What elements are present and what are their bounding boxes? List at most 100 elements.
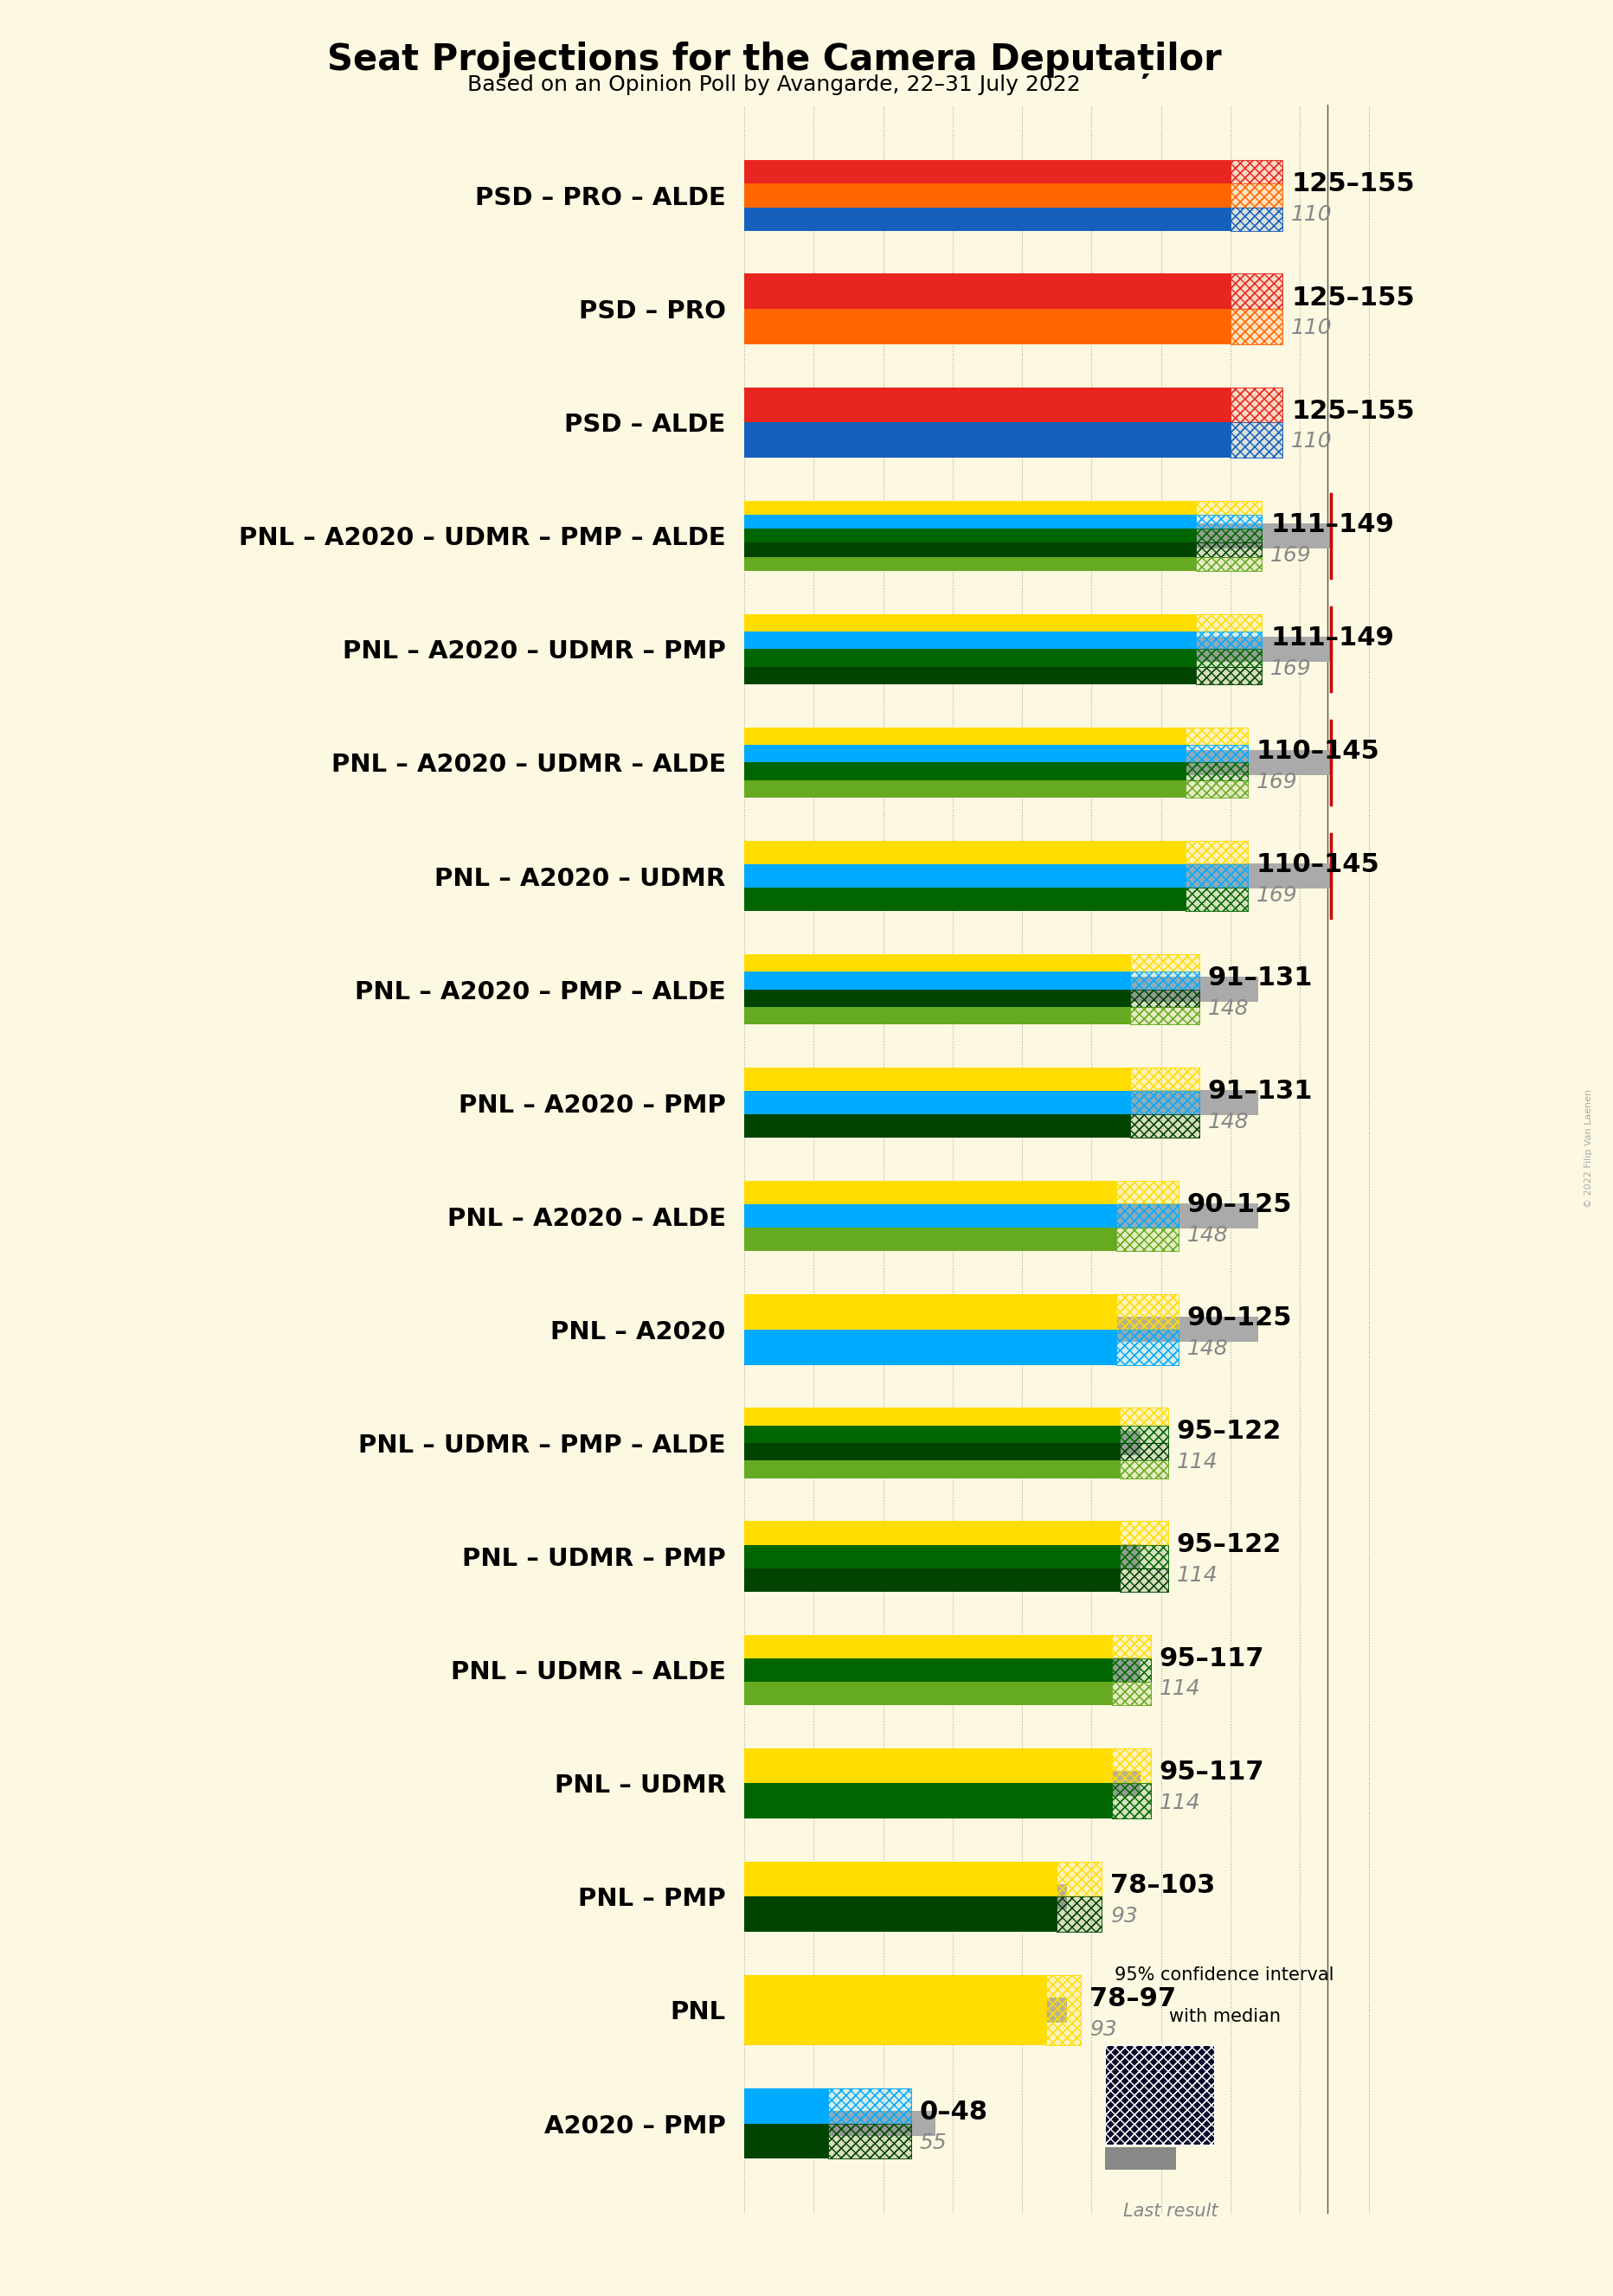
Bar: [1129, 1008, 1198, 1024]
Bar: [1119, 1426, 1168, 1442]
Bar: [1119, 1545, 1168, 1568]
Text: 148: 148: [1208, 1111, 1248, 1132]
Bar: [745, 184, 1126, 209]
Bar: [1129, 971, 1198, 990]
Bar: [1129, 990, 1198, 1008]
Text: 110–145: 110–145: [1257, 739, 1381, 765]
Bar: [745, 528, 1195, 542]
Bar: [745, 863, 1186, 889]
Bar: [745, 1784, 1113, 1818]
Text: 110: 110: [1290, 317, 1332, 338]
Bar: [1129, 1068, 1198, 1091]
Text: 114: 114: [1160, 1678, 1200, 1699]
Text: 95% confidence interval: 95% confidence interval: [1115, 1965, 1334, 1984]
Bar: [1116, 1228, 1179, 1251]
Bar: [745, 990, 1129, 1008]
Bar: [1195, 528, 1261, 542]
Bar: [1186, 863, 1248, 889]
Bar: [1186, 744, 1248, 762]
Text: 111–149: 111–149: [1271, 512, 1394, 537]
Bar: [1195, 613, 1261, 631]
Bar: [745, 1568, 1119, 1591]
Bar: [1195, 631, 1261, 650]
Bar: [1129, 1114, 1198, 1139]
Text: 93: 93: [1090, 2018, 1118, 2039]
Bar: [1195, 558, 1261, 572]
Bar: [745, 955, 1129, 971]
Bar: [827, 2124, 911, 2158]
Bar: [1186, 781, 1248, 797]
Bar: [1116, 1205, 1179, 1228]
Bar: [1119, 1568, 1168, 1591]
Text: 110–145: 110–145: [1257, 852, 1381, 877]
Text: 91–131: 91–131: [1208, 967, 1313, 990]
Bar: [745, 1658, 1140, 1683]
Text: 169: 169: [1257, 884, 1298, 905]
Text: © 2022 Filip Van Laenen: © 2022 Filip Van Laenen: [1584, 1088, 1594, 1208]
Bar: [1186, 863, 1248, 889]
Bar: [1113, 1658, 1150, 1681]
Bar: [1116, 1180, 1179, 1205]
Bar: [745, 501, 1195, 514]
Bar: [745, 1747, 1113, 1784]
Bar: [1231, 310, 1282, 344]
Bar: [745, 411, 1126, 434]
Bar: [1113, 1635, 1150, 1658]
Bar: [745, 781, 1186, 797]
Text: 148: 148: [1208, 999, 1248, 1019]
Bar: [1047, 1975, 1081, 2046]
Bar: [1195, 514, 1261, 528]
Bar: [745, 1460, 1119, 1479]
Bar: [745, 1407, 1119, 1426]
Bar: [1129, 971, 1198, 990]
Bar: [1116, 1295, 1179, 1329]
Bar: [1113, 1747, 1150, 1784]
Text: 148: 148: [1187, 1339, 1227, 1359]
Bar: [1186, 728, 1248, 744]
Bar: [1116, 1205, 1179, 1228]
Bar: [1195, 631, 1261, 650]
Bar: [1195, 528, 1261, 542]
Bar: [745, 889, 1186, 912]
Bar: [745, 728, 1186, 744]
Bar: [1129, 1091, 1198, 1114]
Bar: [1113, 1658, 1150, 1681]
Bar: [745, 542, 1195, 558]
Bar: [745, 2089, 827, 2124]
Bar: [1195, 650, 1261, 666]
Text: Based on an Opinion Poll by Avangarde, 22–31 July 2022: Based on an Opinion Poll by Avangarde, 2…: [468, 73, 1081, 96]
Bar: [1231, 310, 1282, 344]
Bar: [745, 744, 1186, 762]
Bar: [1116, 1180, 1179, 1205]
Bar: [1057, 1896, 1102, 1931]
Text: 95–122: 95–122: [1176, 1531, 1282, 1557]
Bar: [1129, 1114, 1198, 1139]
Bar: [1057, 1862, 1102, 1896]
Bar: [1186, 781, 1248, 797]
Bar: [1186, 762, 1248, 781]
Bar: [1116, 1329, 1179, 1364]
Bar: [745, 751, 1331, 776]
Bar: [1105, 2147, 1176, 2170]
Bar: [1195, 542, 1261, 558]
Bar: [1186, 889, 1248, 912]
Bar: [1186, 863, 1248, 889]
Bar: [1231, 207, 1282, 230]
Bar: [745, 840, 1186, 863]
Bar: [745, 631, 1195, 650]
Bar: [1231, 388, 1282, 422]
Text: 95–117: 95–117: [1160, 1759, 1265, 1784]
Bar: [1129, 1068, 1198, 1091]
Bar: [745, 1658, 1113, 1681]
Bar: [745, 976, 1258, 1001]
Bar: [1129, 1091, 1198, 1114]
Bar: [1119, 1568, 1168, 1591]
Bar: [745, 1068, 1129, 1091]
Bar: [745, 1426, 1119, 1442]
Bar: [1119, 1568, 1168, 1591]
Bar: [745, 1896, 1057, 1931]
Bar: [1119, 1522, 1168, 1545]
Bar: [1186, 781, 1248, 797]
Bar: [1119, 1407, 1168, 1426]
Bar: [1119, 1460, 1168, 1479]
